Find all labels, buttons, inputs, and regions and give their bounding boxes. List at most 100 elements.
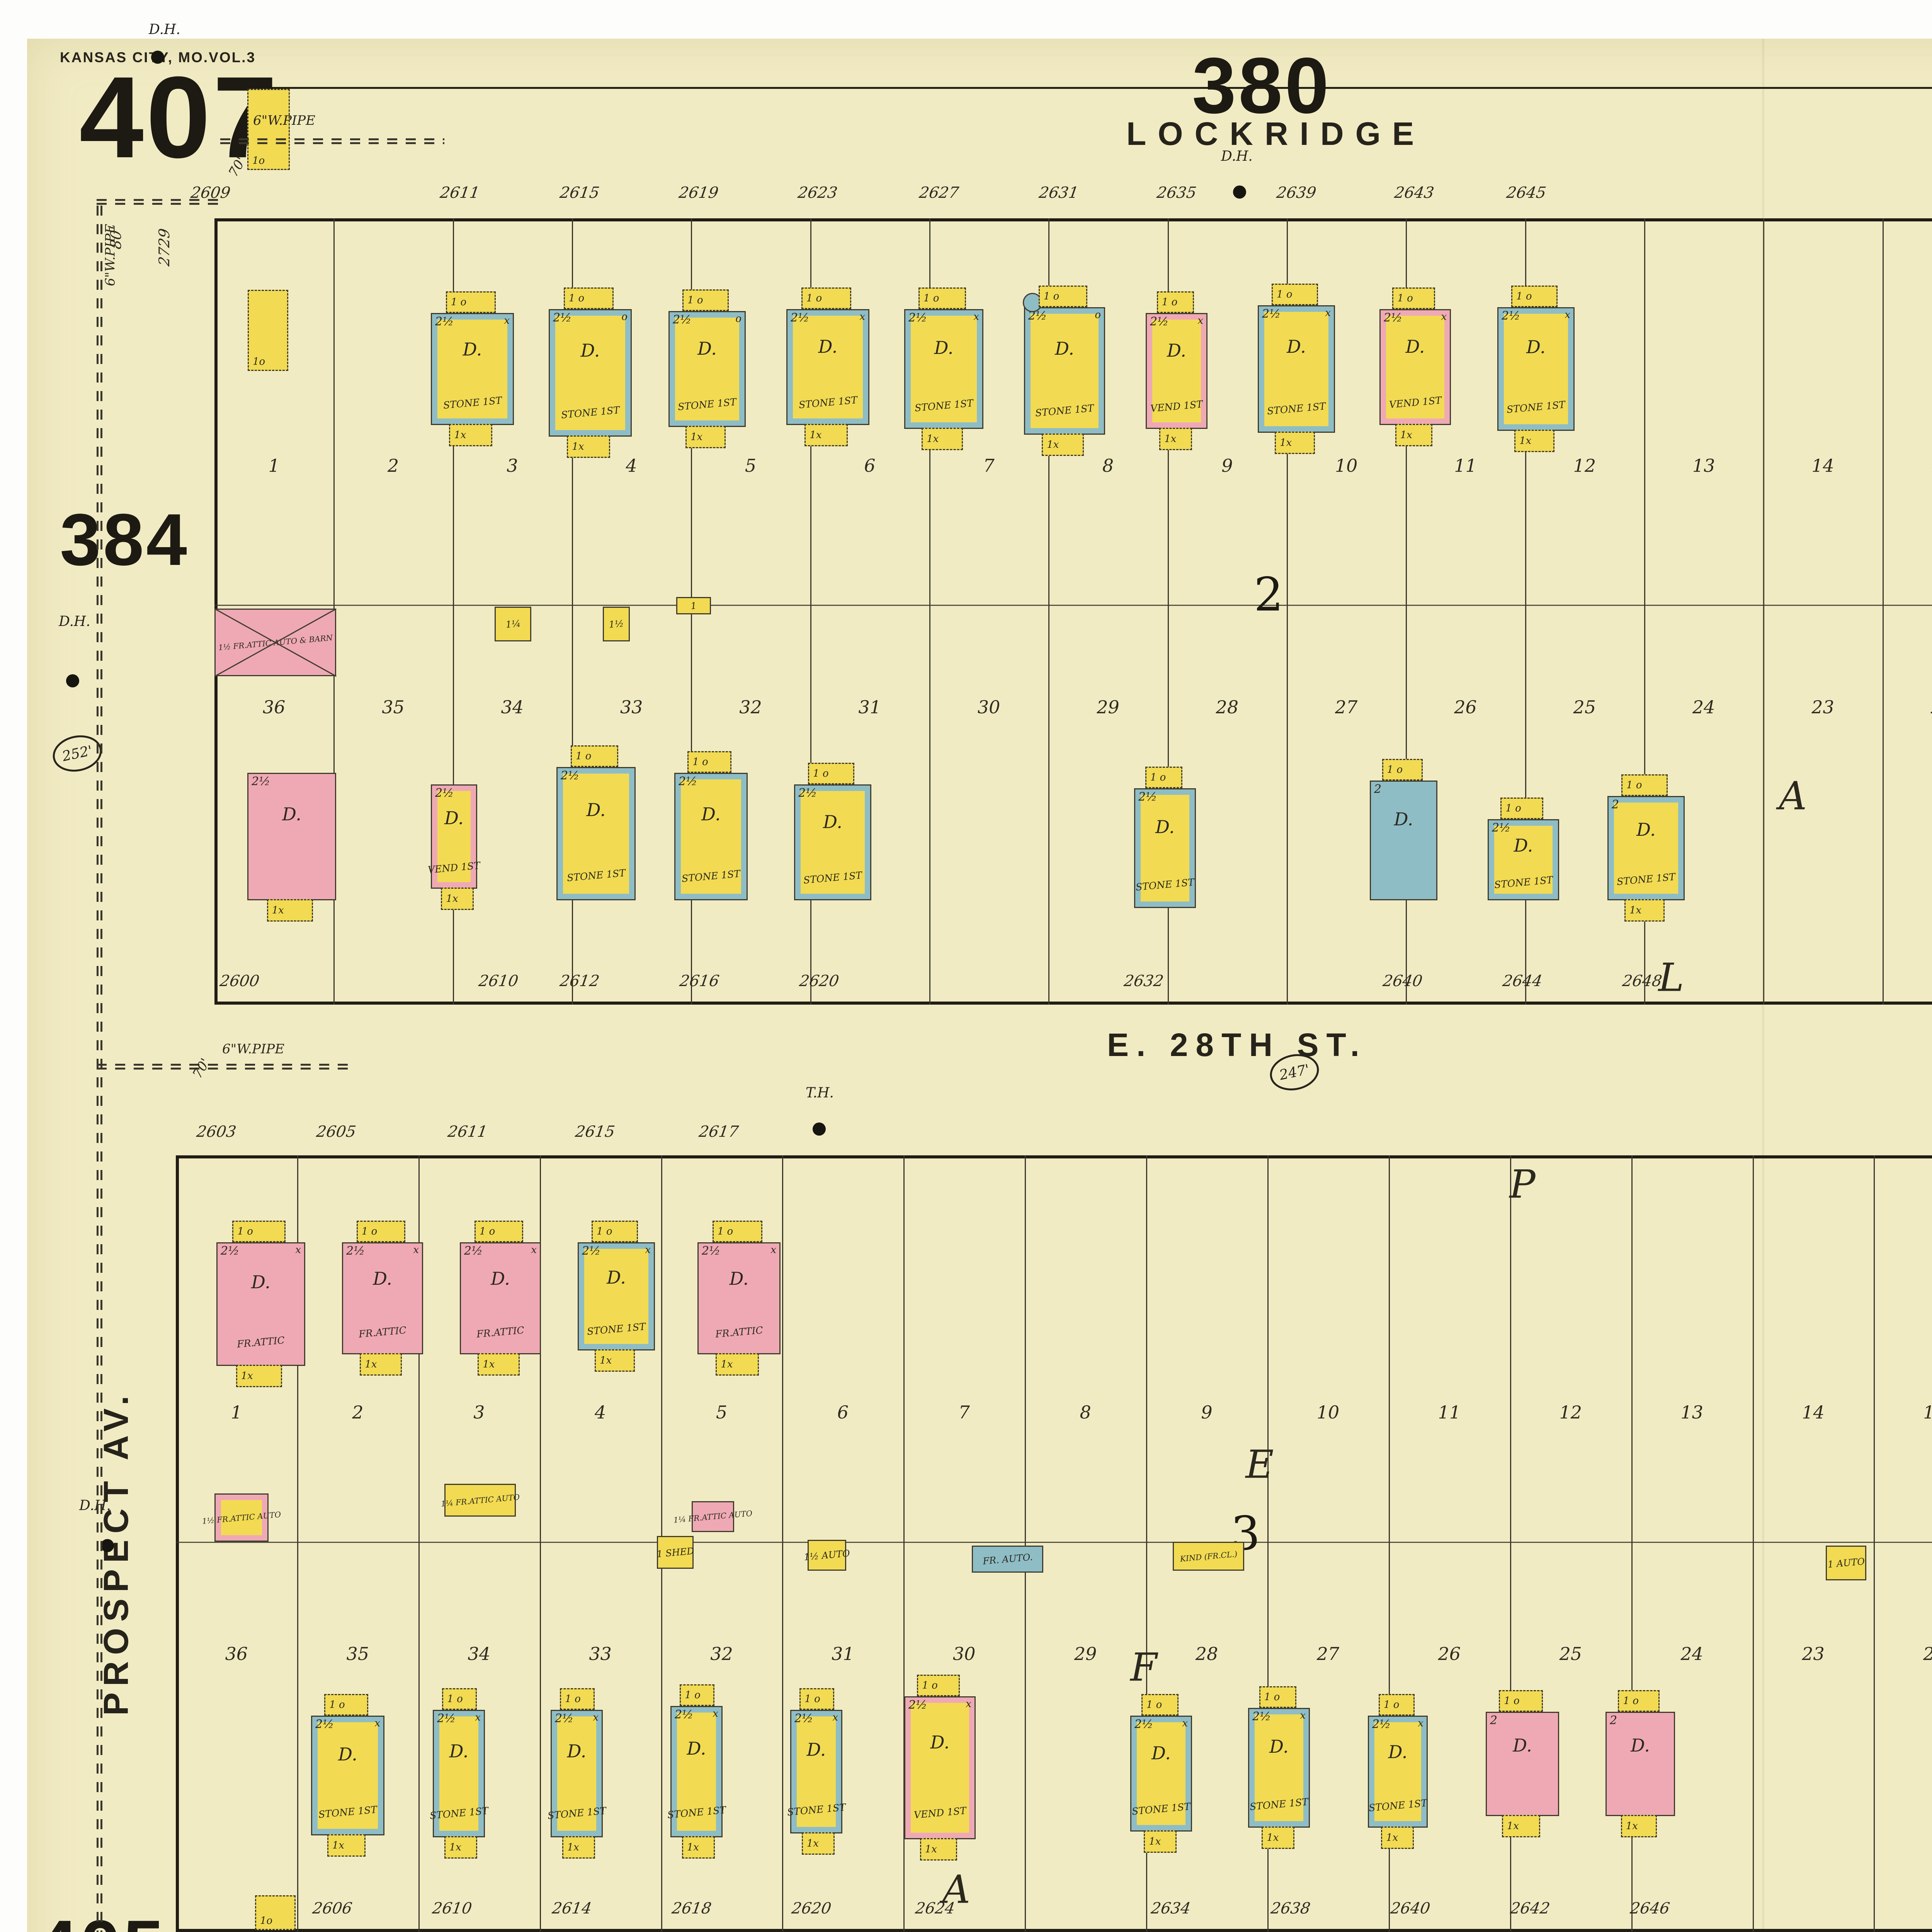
water-pipe-line [100, 200, 102, 1932]
building-dwelling-label: D. [1155, 816, 1175, 838]
building-mark: x [832, 1712, 838, 1723]
water-pipe-line [97, 1068, 348, 1070]
lot-number: 4 [626, 455, 637, 476]
lot-line [1752, 1542, 1754, 1932]
address-number: 2605 [315, 1123, 357, 1141]
sheet-number: 407 [79, 52, 280, 182]
building-dwelling-label: D. [1513, 1735, 1532, 1756]
lot-number: 27 [1335, 697, 1358, 718]
building-dwelling-label: D. [282, 803, 301, 825]
lot-number: 23 [1811, 697, 1834, 718]
building: 2½ D. STONE 1ST [1134, 788, 1196, 908]
building-dwelling-label: D. [491, 1268, 510, 1289]
porch: 1 o [324, 1694, 369, 1716]
lot-line [661, 1542, 662, 1932]
lot-number: 22 [1923, 1643, 1932, 1664]
building-mark: x [1300, 1710, 1306, 1721]
water-pipe-line [97, 203, 220, 205]
porch: 1 o [474, 1221, 523, 1242]
porch: 1x [1624, 899, 1665, 922]
address-number: 2623 [796, 184, 839, 202]
building-note: 1½ AUTO [803, 1548, 850, 1563]
porch: 1 o [1621, 774, 1668, 796]
building: 2½ D. STONE 1ST o [549, 309, 632, 437]
building: 1½ FR.ATTIC AUTO & BARN [214, 608, 337, 677]
neat-line [230, 87, 1932, 89]
address-number: 2611 [446, 1123, 489, 1141]
building: 2½ D. VEND 1ST x [1146, 313, 1208, 429]
building-stories: 2 [1610, 1714, 1617, 1727]
building-stories: 2 [1490, 1714, 1498, 1727]
lot-number: 36 [262, 697, 286, 718]
building-note: 1¼ [505, 618, 521, 630]
building: 2½ D. STONE 1ST x [429, 1710, 489, 1837]
lot-number: 6 [837, 1402, 849, 1423]
building: 2½ D. FR.ATTIC x [342, 1242, 423, 1354]
water-pipe-label: 6"W.PIPE [253, 113, 316, 128]
building-mark: o [621, 311, 628, 323]
building-dwelling-label: D. [1269, 1736, 1289, 1757]
building-note: STONE 1ST [803, 869, 863, 886]
building-dwelling-label: D. [567, 1740, 587, 1762]
block-number: 2 [1254, 568, 1286, 622]
building-note: VEND 1ST [427, 860, 481, 876]
building-dwelling-label: D. [729, 1268, 749, 1289]
porch: 1 o [442, 1688, 477, 1710]
building-dwelling-label: D. [1055, 338, 1074, 359]
building-mark: x [645, 1244, 651, 1256]
building-stories: 2½ [798, 786, 817, 800]
lot-line [1048, 605, 1050, 1005]
building-stories: 2½ [1502, 309, 1520, 323]
building-note: STONE 1ST [429, 1805, 489, 1821]
address-number: 2603 [195, 1123, 238, 1141]
lot-number: 32 [739, 697, 762, 718]
building-stories: 2½ [435, 786, 454, 800]
building-stories: 2½ [252, 775, 270, 788]
address-number: 2620 [798, 972, 840, 990]
lot-line [1388, 1155, 1390, 1542]
porch: 1 o [687, 751, 732, 773]
lot-number: 15 [1923, 1402, 1932, 1423]
building-dwelling-label: D. [449, 1740, 469, 1762]
building: FR. AUTO. [972, 1546, 1043, 1573]
building-note: FR.ATTIC [358, 1324, 407, 1340]
porch: 1 o [1141, 1694, 1179, 1716]
building: 2½ D. STONE 1ST x [786, 309, 869, 425]
building-dwelling-label: D. [1167, 340, 1186, 361]
building: 2½ D. STONE 1ST x [1258, 305, 1335, 433]
lot-line [903, 1542, 905, 1932]
building-mark: x [1418, 1718, 1423, 1729]
porch: 1x [1621, 1815, 1657, 1837]
subdivision-letter: L [1658, 955, 1684, 1000]
building: 2 D. STONE 1ST [1607, 796, 1685, 900]
lot-number: 14 [1811, 455, 1834, 476]
lot-number: 24 [1680, 1643, 1703, 1664]
porch: 1 o [560, 1688, 595, 1710]
porch: 1 o [801, 287, 851, 309]
building: 1¼ FR.ATTIC AUTO [673, 1501, 753, 1532]
building: 1 [676, 597, 711, 614]
lot-number: 15 [1931, 455, 1932, 476]
lot-line [1510, 1155, 1511, 1542]
building-note: STONE 1ST [586, 1321, 646, 1337]
building-note: STONE 1ST [1131, 1801, 1191, 1817]
address-number: 2643 [1393, 184, 1435, 202]
lot-number: 1 [231, 1402, 242, 1423]
lot-number: 2 [352, 1402, 364, 1423]
building-dwelling-label: D. [687, 1738, 706, 1759]
lot-number: 11 [1454, 455, 1477, 476]
porch: 1 o [682, 289, 729, 311]
building-dwelling-label: D. [934, 337, 954, 359]
lot-line [661, 1155, 662, 1542]
lot-line [1874, 1155, 1875, 1542]
building: 2½ D. STONE 1ST [794, 784, 871, 900]
building: 1¼ FR.ATTIC AUTO [440, 1484, 520, 1517]
lot-number: 24 [1692, 697, 1715, 718]
lot-line [1146, 1155, 1148, 1542]
building: 1 AUTO [1826, 1546, 1866, 1580]
address-number: 2610 [431, 1900, 473, 1917]
porch: 1x [1262, 1827, 1295, 1849]
porch: 1 o [917, 1675, 960, 1696]
building-mark: x [973, 311, 979, 323]
porch: 1x [567, 435, 611, 458]
